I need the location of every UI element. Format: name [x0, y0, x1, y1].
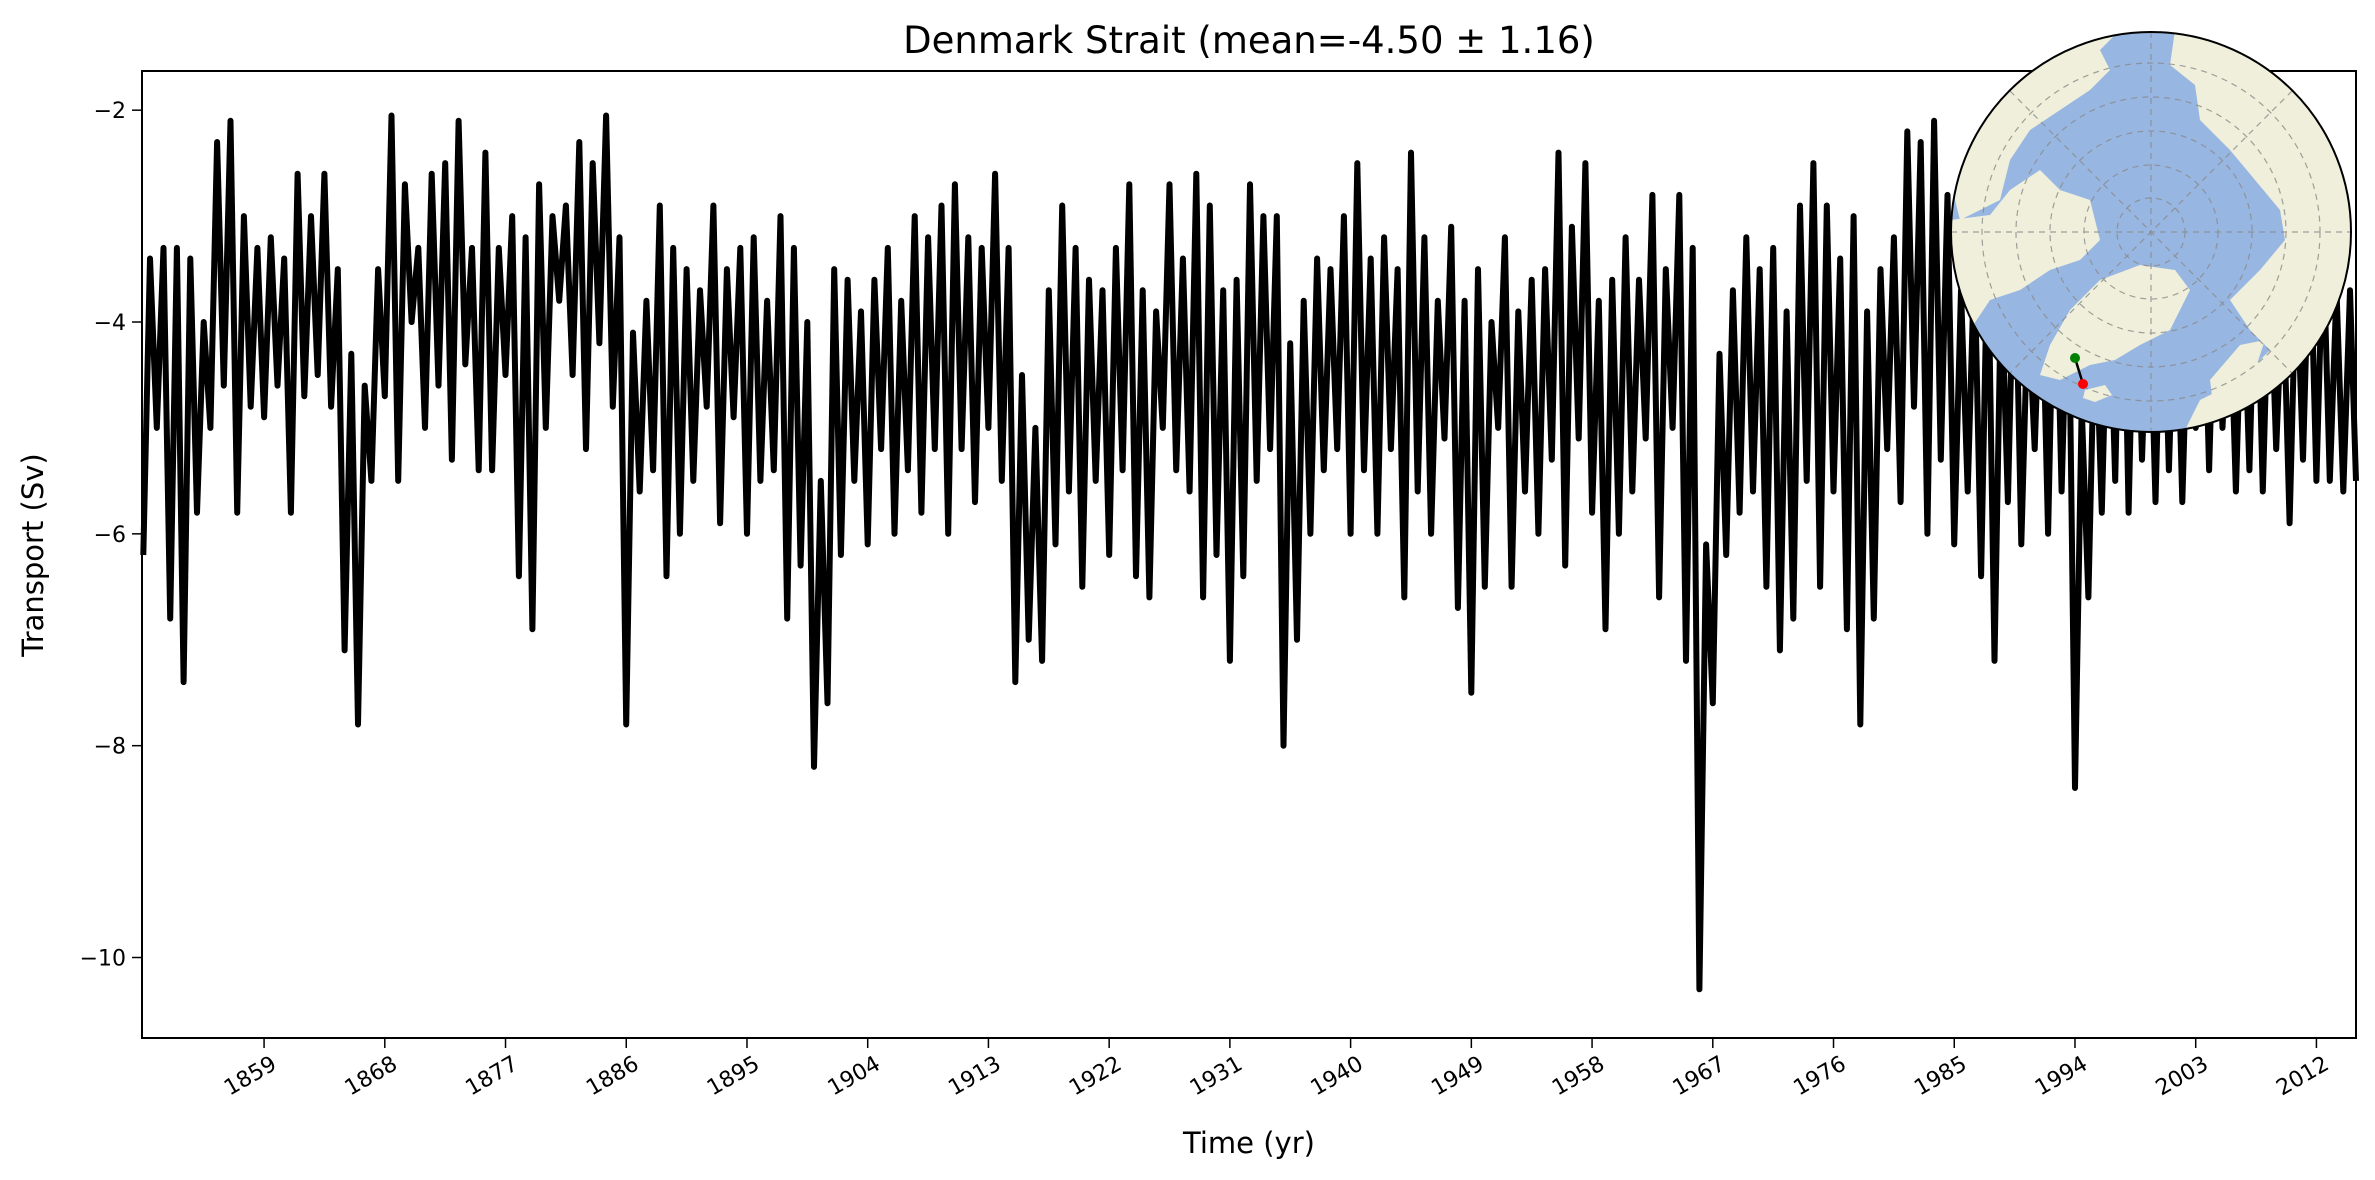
x-tick-label: 1940 [1307, 1052, 1368, 1102]
x-tick-label: 1904 [824, 1052, 885, 1102]
y-tick-label: −4 [94, 311, 126, 336]
y-tick-label: −10 [80, 947, 126, 972]
x-tick-label: 1967 [1669, 1052, 1730, 1102]
y-axis-label: Transport (Sv) [16, 453, 50, 658]
section-end-marker [2078, 379, 2088, 389]
x-tick-label: 1886 [582, 1052, 643, 1102]
x-tick-label: 1859 [220, 1052, 281, 1102]
x-tick-label: 1913 [944, 1052, 1005, 1102]
x-tick-label: 2012 [2272, 1052, 2333, 1102]
x-tick-label: 1958 [1548, 1052, 1609, 1102]
x-tick-label: 1976 [1790, 1052, 1851, 1102]
map-land [1951, 32, 2351, 432]
map-border [1950, 31, 2352, 433]
x-tick-label: 1877 [462, 1052, 523, 1102]
y-tick-label: −8 [94, 735, 126, 760]
chart-title: Denmark Strait (mean=-4.50 ± 1.16) [903, 19, 1595, 62]
y-tick-label: −2 [94, 99, 126, 124]
plot-frame [141, 70, 2357, 1039]
x-axis: 1859 1868 1877 1886 1895 1904 1913 1922 1931 1940… [220, 1038, 2333, 1101]
x-tick-label: 1868 [341, 1052, 402, 1102]
x-tick-label: 1985 [1910, 1052, 1971, 1102]
x-axis-label: Time (yr) [1182, 1126, 1315, 1160]
x-tick-label: 1931 [1186, 1052, 1247, 1102]
x-tick-label: 1949 [1427, 1052, 1488, 1102]
y-axis: −2 −4 −6 −8 −10 [80, 99, 142, 972]
section-start-marker [2070, 353, 2080, 363]
map-graticule [1951, 32, 2351, 432]
x-tick-label: 1922 [1065, 1052, 1126, 1102]
x-tick-label: 1994 [2031, 1052, 2092, 1102]
y-tick-label: −6 [94, 523, 126, 548]
inset-map [1950, 31, 2352, 433]
x-tick-label: 2003 [2152, 1052, 2213, 1102]
x-tick-label: 1895 [703, 1052, 764, 1102]
